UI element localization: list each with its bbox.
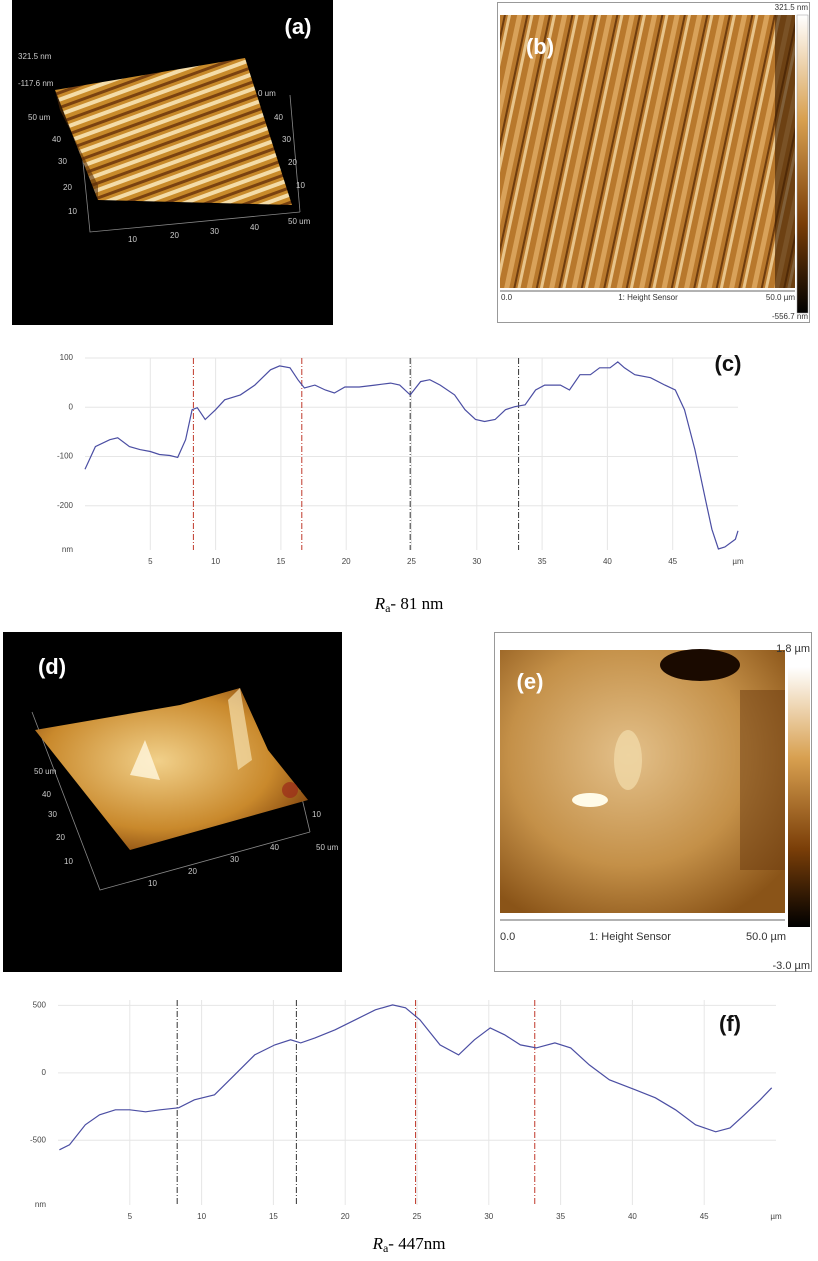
y-tick-label: -200 xyxy=(57,501,74,510)
axis-label: 30 xyxy=(210,227,219,236)
y-axis-label: nm xyxy=(35,1200,46,1209)
y-tick-label: -500 xyxy=(30,1135,47,1144)
caption-subscript: a xyxy=(385,601,391,615)
caption-symbol: R xyxy=(372,1234,384,1253)
x-end: 50.0 µm xyxy=(746,931,786,943)
axis-label: 30 xyxy=(230,855,239,864)
scale-label: -556.7 nm xyxy=(772,312,808,321)
x-start: 0.0 xyxy=(501,293,513,302)
panel-e-image xyxy=(500,650,785,913)
axis-label: 50 um xyxy=(316,843,339,852)
x-axis-label: µm xyxy=(732,557,744,566)
panel-d-peak xyxy=(130,740,160,780)
x-tick-label: 25 xyxy=(407,557,416,566)
x-tick-label: 40 xyxy=(628,1212,637,1221)
x-end: 50.0 µm xyxy=(766,293,795,302)
axis-label: 40 xyxy=(270,843,279,852)
scale-label: 1.8 µm xyxy=(776,643,810,655)
caption-symbol: R xyxy=(374,594,386,613)
colorbar xyxy=(788,667,810,927)
panel-b-image xyxy=(500,15,795,288)
x-tick-label: 10 xyxy=(211,557,220,566)
axis-label: 10 xyxy=(68,207,77,216)
panel-a-shadow xyxy=(55,90,98,200)
axis-label: 20 xyxy=(288,158,297,167)
axis-label: 20 xyxy=(188,867,197,876)
x-tick-label: 5 xyxy=(128,1212,133,1221)
y-axis-label: nm xyxy=(62,545,73,554)
x-tick-label: 20 xyxy=(341,1212,350,1221)
axis-label: 10 xyxy=(296,181,305,190)
x-tick-label: 5 xyxy=(148,557,153,566)
chart-title: (c) xyxy=(715,351,742,376)
axis-label: 20 xyxy=(56,833,65,842)
axis-label: 20 xyxy=(63,183,72,192)
y-tick-label: 0 xyxy=(42,1068,47,1077)
axis-label: 40 xyxy=(52,135,61,144)
profile-line xyxy=(59,1004,773,1151)
panel-label: (d) xyxy=(38,654,66,679)
y-tick-label: 500 xyxy=(33,1001,47,1010)
axis-label: 40 xyxy=(274,113,283,122)
x-tick-label: 35 xyxy=(556,1212,565,1221)
axis-label: 30 xyxy=(282,135,291,144)
scale-label: -117.6 nm xyxy=(18,79,54,88)
axis-label: 10 xyxy=(64,857,73,866)
panel-e-shade xyxy=(740,690,785,870)
panel-d-spot xyxy=(282,782,298,798)
x-start: 0.0 xyxy=(500,931,515,943)
axis-label: 10 xyxy=(128,235,137,244)
scale-label: 321.5 nm xyxy=(775,3,809,12)
panel-b-dark-edge xyxy=(775,15,795,288)
x-tick-label: 20 xyxy=(342,557,351,566)
axis-label: 30 xyxy=(58,157,67,166)
x-tick-label: 45 xyxy=(700,1212,709,1221)
axis-label: 50 um xyxy=(34,767,57,776)
panel-e-bright xyxy=(614,730,642,790)
x-tick-label: 10 xyxy=(197,1212,206,1221)
x-tick-label: 40 xyxy=(603,557,612,566)
panel-e-bright xyxy=(572,793,608,807)
axis-label: 30 xyxy=(48,810,57,819)
chart-title: (f) xyxy=(719,1011,741,1036)
axis-label: 10 xyxy=(312,810,321,819)
panel-d-peak xyxy=(228,688,252,770)
panel-a-surface xyxy=(55,58,292,205)
y-tick-label: 100 xyxy=(60,353,74,362)
y-tick-label: -100 xyxy=(57,452,74,461)
axis-label: 50 um xyxy=(288,217,311,226)
scale-label: -3.0 µm xyxy=(772,960,810,972)
panel-e-dark xyxy=(660,649,740,681)
caption: Ra- 447nm xyxy=(372,1234,446,1255)
caption-text: - 81 nm xyxy=(390,594,443,613)
axis-label: 10 xyxy=(148,879,157,888)
channel-label: 1: Height Sensor xyxy=(618,293,678,302)
x-tick-label: 45 xyxy=(668,557,677,566)
x-tick-label: 15 xyxy=(276,557,285,566)
x-tick-label: 35 xyxy=(538,557,547,566)
axis-label: 20 xyxy=(170,231,179,240)
x-tick-label: 15 xyxy=(269,1212,278,1221)
x-tick-label: 30 xyxy=(484,1212,493,1221)
panel-label: (b) xyxy=(526,34,554,59)
panel-label: (e) xyxy=(517,669,544,694)
axis-label: 40 xyxy=(42,790,51,799)
panel-label: (a) xyxy=(285,14,312,39)
axis-label: 50 um xyxy=(28,113,51,122)
profile-line xyxy=(84,361,739,550)
x-tick-label: 25 xyxy=(413,1212,422,1221)
scale-label: 321.5 nm xyxy=(18,52,52,61)
caption-subscript: a xyxy=(383,1241,389,1255)
y-tick-label: 0 xyxy=(69,402,74,411)
axis-label: 0 um xyxy=(258,89,276,98)
x-tick-label: 30 xyxy=(472,557,481,566)
colorbar xyxy=(796,14,809,314)
caption: Ra- 81 nm xyxy=(374,594,444,615)
axis-label: 40 xyxy=(250,223,259,232)
caption-text: - 447nm xyxy=(388,1234,445,1253)
channel-label: 1: Height Sensor xyxy=(589,931,671,943)
x-axis-label: µm xyxy=(770,1212,782,1221)
